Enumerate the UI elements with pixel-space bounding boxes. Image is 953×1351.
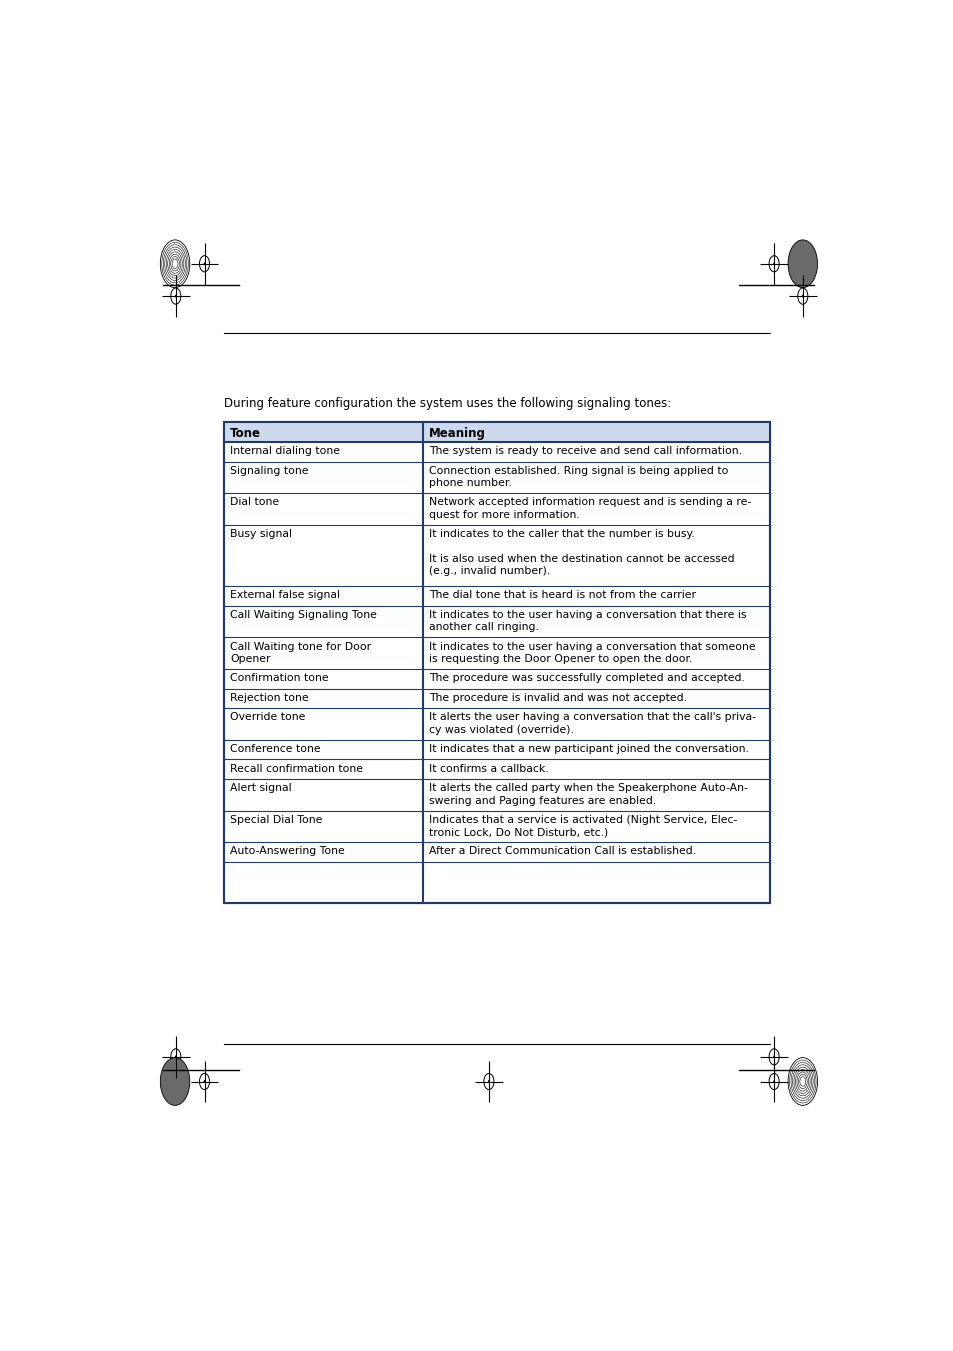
Ellipse shape — [203, 1079, 205, 1084]
Text: Network accepted information request and is sending a re-
quest for more informa: Network accepted information request and… — [429, 497, 751, 520]
Text: It alerts the user having a conversation that the call's priva-
cy was violated : It alerts the user having a conversation… — [429, 712, 756, 735]
Text: The procedure was successfully completed and accepted.: The procedure was successfully completed… — [429, 673, 744, 684]
Text: Confirmation tone: Confirmation tone — [230, 673, 329, 684]
Text: Conference tone: Conference tone — [230, 744, 320, 754]
Ellipse shape — [768, 1074, 779, 1090]
Ellipse shape — [787, 240, 817, 288]
Ellipse shape — [483, 1074, 494, 1090]
Bar — [224, 423, 769, 442]
Text: Busy signal: Busy signal — [230, 530, 292, 539]
Ellipse shape — [773, 1055, 774, 1058]
Text: The dial tone that is heard is not from the carrier: The dial tone that is heard is not from … — [429, 590, 696, 600]
Ellipse shape — [160, 1058, 190, 1105]
Text: It confirms a callback.: It confirms a callback. — [429, 763, 548, 774]
Ellipse shape — [488, 1079, 489, 1084]
Text: It indicates to the caller that the number is busy.

It is also used when the de: It indicates to the caller that the numb… — [429, 530, 734, 577]
Text: The procedure is invalid and was not accepted.: The procedure is invalid and was not acc… — [429, 693, 686, 703]
Ellipse shape — [768, 255, 779, 272]
Text: During feature configuration the system uses the following signaling tones:: During feature configuration the system … — [224, 397, 670, 409]
Ellipse shape — [768, 1048, 779, 1065]
Ellipse shape — [174, 1055, 176, 1058]
Ellipse shape — [787, 1058, 817, 1105]
Text: Recall confirmation tone: Recall confirmation tone — [230, 763, 363, 774]
Text: It indicates that a new participant joined the conversation.: It indicates that a new participant join… — [429, 744, 748, 754]
Text: Special Dial Tone: Special Dial Tone — [230, 815, 322, 825]
Ellipse shape — [171, 288, 181, 304]
Text: Call Waiting Signaling Tone: Call Waiting Signaling Tone — [230, 611, 376, 620]
Text: External false signal: External false signal — [230, 590, 339, 600]
Ellipse shape — [171, 1048, 181, 1065]
Text: It indicates to the user having a conversation that someone
is requesting the Do: It indicates to the user having a conver… — [429, 642, 755, 665]
Ellipse shape — [199, 1074, 210, 1090]
Ellipse shape — [199, 255, 210, 272]
Text: Signaling tone: Signaling tone — [230, 466, 308, 476]
Text: The system is ready to receive and send call information.: The system is ready to receive and send … — [429, 446, 741, 457]
Ellipse shape — [773, 262, 774, 265]
Text: Indicates that a service is activated (Night Service, Elec-
tronic Lock, Do Not : Indicates that a service is activated (N… — [429, 815, 737, 838]
Bar — [224, 423, 769, 902]
Text: It indicates to the user having a conversation that there is
another call ringin: It indicates to the user having a conver… — [429, 611, 746, 632]
Ellipse shape — [773, 1079, 774, 1084]
Text: After a Direct Communication Call is established.: After a Direct Communication Call is est… — [429, 847, 696, 857]
Ellipse shape — [203, 262, 205, 265]
Text: Override tone: Override tone — [230, 712, 305, 723]
Text: Meaning: Meaning — [429, 427, 486, 439]
Text: Call Waiting tone for Door
Opener: Call Waiting tone for Door Opener — [230, 642, 371, 665]
Bar — [224, 423, 769, 902]
Text: Rejection tone: Rejection tone — [230, 693, 309, 703]
Text: It alerts the called party when the Speakerphone Auto-An-
swering and Paging fea: It alerts the called party when the Spea… — [429, 784, 747, 805]
Text: Tone: Tone — [230, 427, 261, 439]
Text: Connection established. Ring signal is being applied to
phone number.: Connection established. Ring signal is b… — [429, 466, 728, 488]
Ellipse shape — [801, 295, 802, 297]
Ellipse shape — [797, 288, 807, 304]
Ellipse shape — [160, 240, 190, 288]
Ellipse shape — [174, 295, 176, 297]
Text: Auto-Answering Tone: Auto-Answering Tone — [230, 847, 344, 857]
Text: Internal dialing tone: Internal dialing tone — [230, 446, 339, 457]
Text: Dial tone: Dial tone — [230, 497, 279, 508]
Text: Alert signal: Alert signal — [230, 784, 292, 793]
